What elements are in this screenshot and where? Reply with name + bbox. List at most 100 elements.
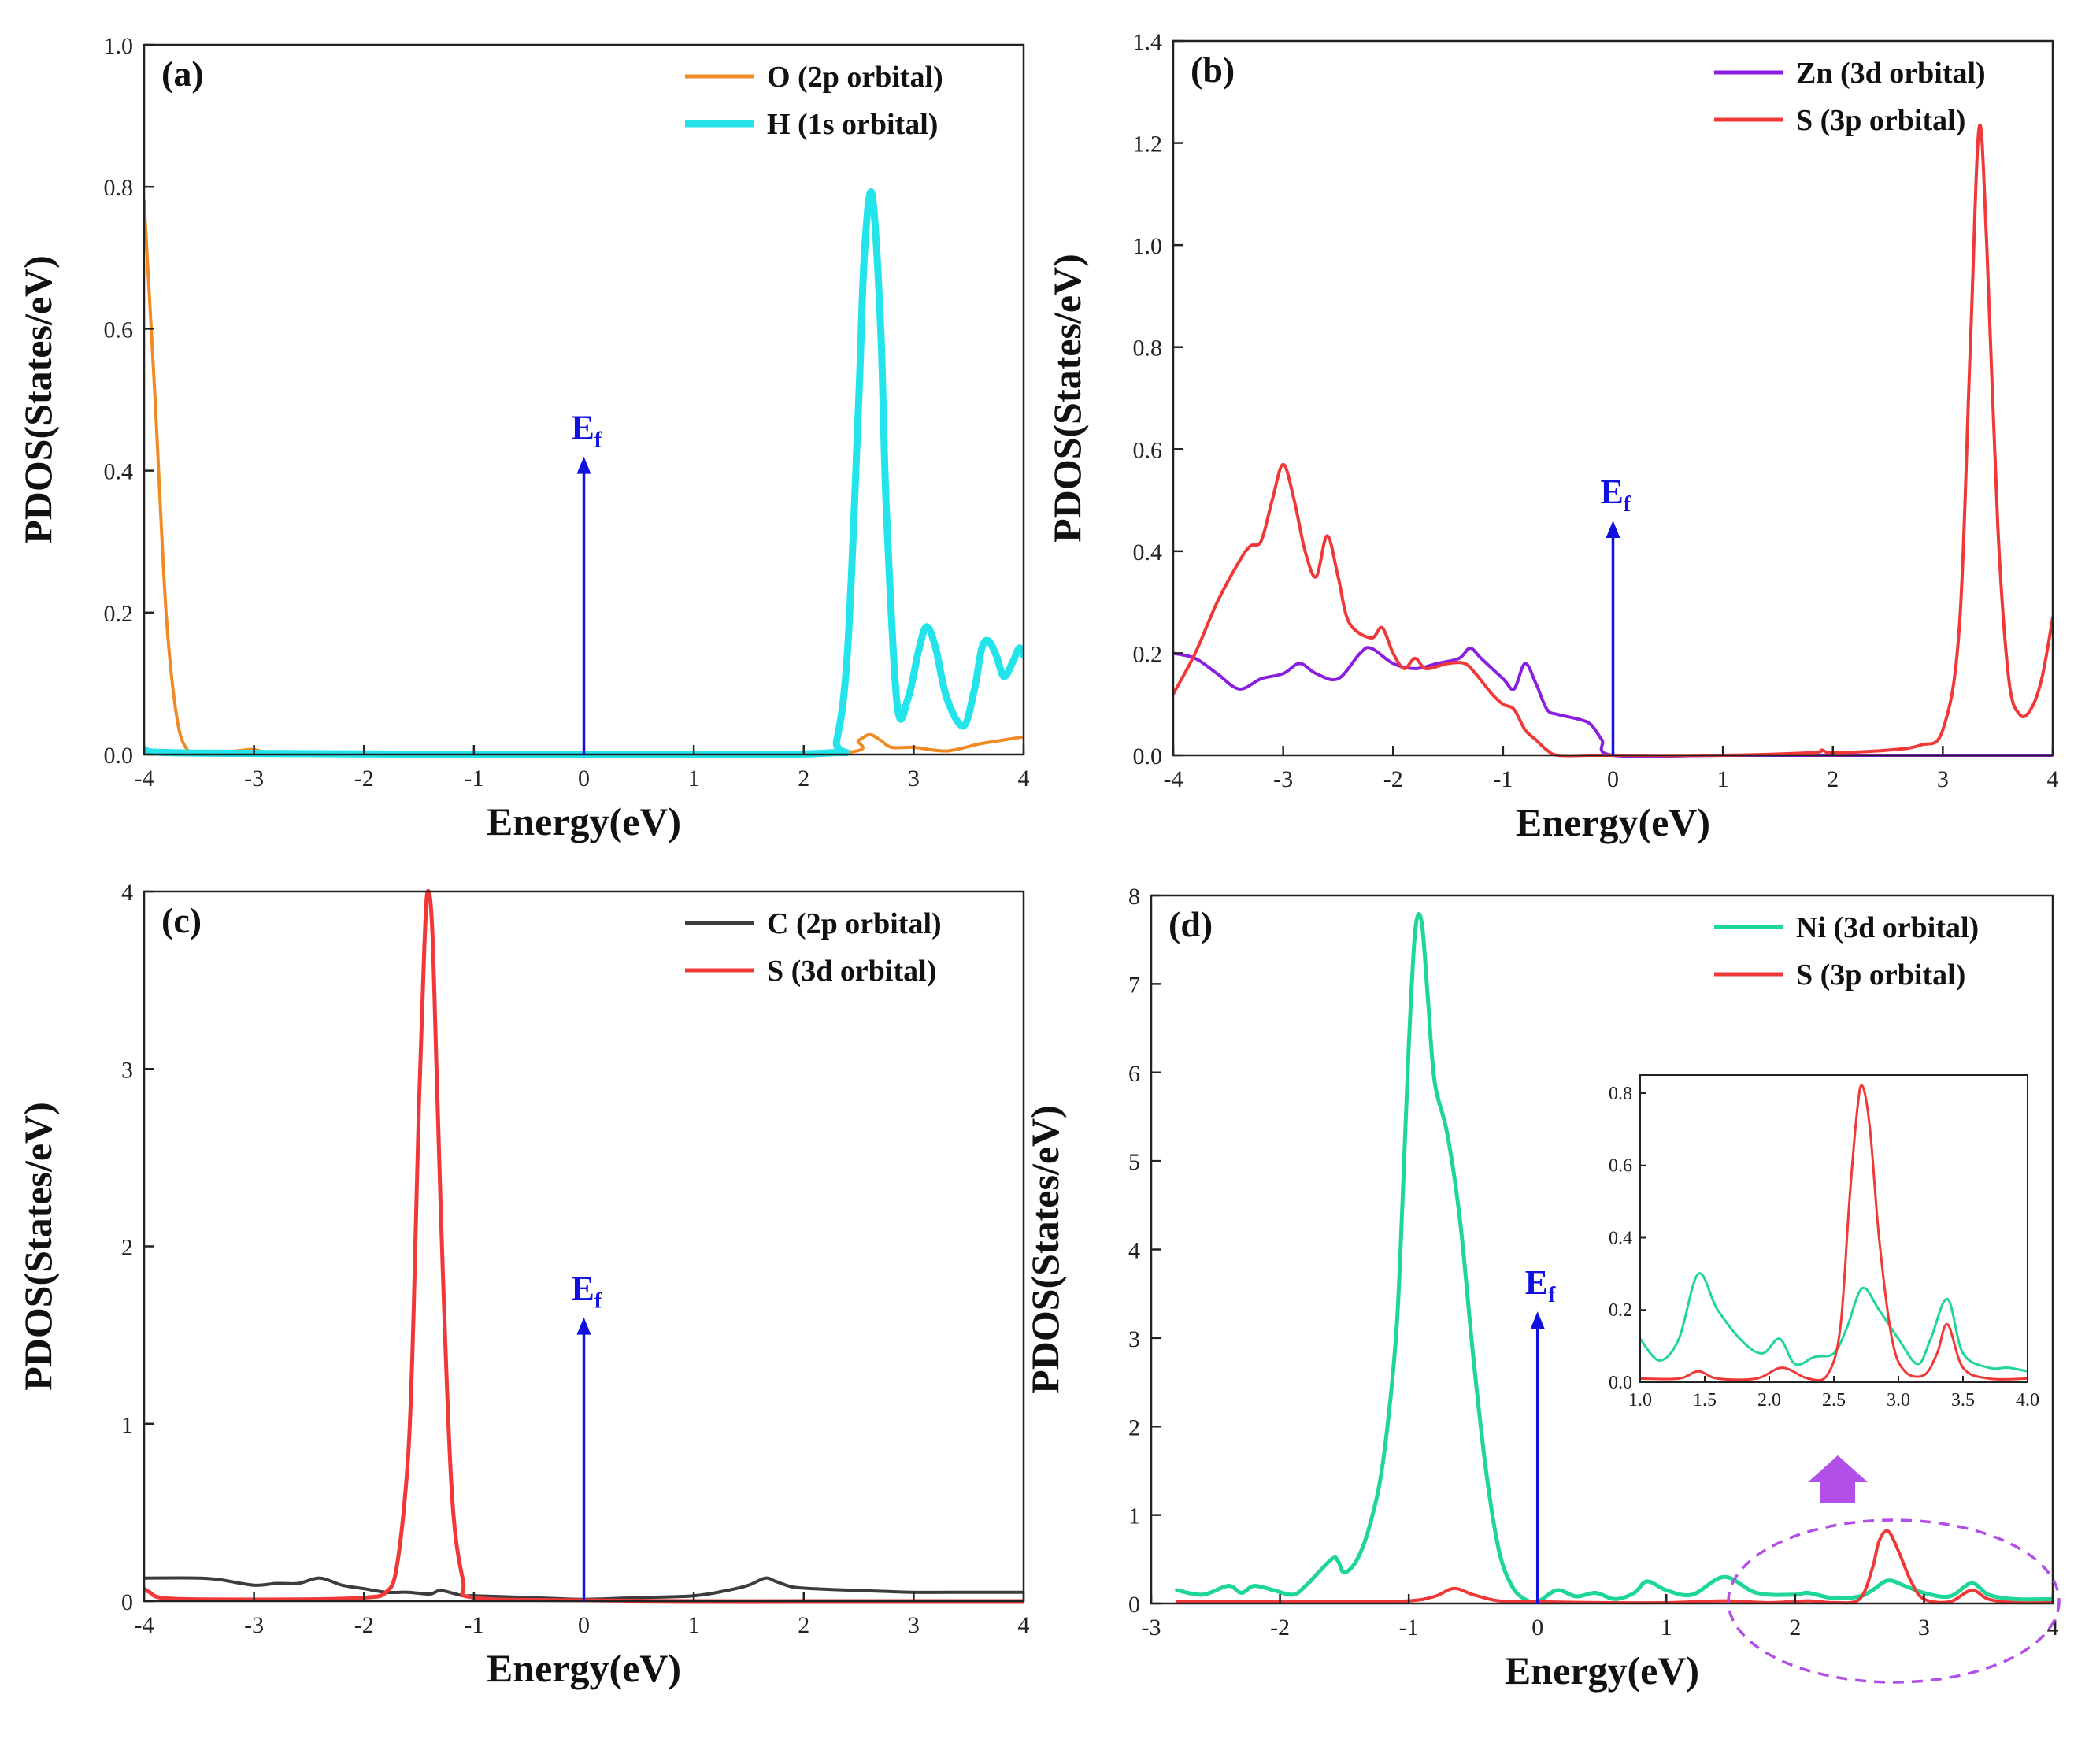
panel-d-x-tick-label: -3 [1142,1615,1161,1641]
panel-c-x-tick-label: -3 [244,1612,264,1638]
panel-a-x-tick-label: -4 [135,766,154,792]
panel-d-inset-x-tick-label: 1.5 [1693,1390,1717,1411]
panel-b-y-tick-label: 1.2 [1133,132,1163,158]
panel-a-fermi-subscript: f [594,428,602,453]
panel-c-y-tick-label: 2 [121,1235,133,1261]
panel-d-y-tick-label: 3 [1128,1326,1140,1352]
panel-d-inset-y-tick-label: 0.4 [1609,1228,1632,1248]
panel-a-y-tick-label: 1.0 [104,33,134,59]
panel-d-inset-x-tick-label: 4.0 [2016,1390,2039,1411]
panel-a-legend-label-1: H (1s orbital) [767,108,938,141]
panel-a-x-tick-label: 4 [1018,766,1030,792]
panel-d-x-tick-label: -2 [1270,1615,1290,1641]
panel-b-y-tick-label: 1.4 [1133,29,1163,55]
panel-c-legend-label-0: C (2p orbital) [767,907,942,940]
panel-c-x-tick-label: 4 [1018,1612,1030,1638]
panel-d-y-tick-label: 6 [1128,1061,1140,1087]
panel-b-y-tick-label: 0.2 [1133,641,1163,667]
panel-c-x-axis-title: Energy(eV) [487,1646,681,1690]
panel-d-fermi-subscript: f [1548,1283,1556,1307]
panel-a-y-axis-title: PDOS(States/eV) [16,255,60,544]
panel-c-x-tick-label: -1 [464,1612,483,1638]
panel-a-y-tick-label: 0.6 [104,317,134,343]
panel-d-y-tick-label: 2 [1128,1414,1140,1440]
panel-b-x-tick-label: -3 [1273,766,1293,792]
panel-b-x-tick-label: 4 [2047,766,2059,792]
panel-c-fermi-subscript: f [594,1289,602,1314]
panel-b-panel-label: (b) [1191,50,1235,90]
panel-d-legend-label-0: Ni (3d orbital) [1796,911,1979,944]
panel-d-x-tick-label: 0 [1531,1615,1543,1641]
panel-c-x-tick-label: 3 [908,1612,920,1638]
panel-a-y-tick-label: 0.4 [104,459,134,485]
panel-c-y-tick-label: 4 [121,880,133,906]
panel-a-panel-label: (a) [161,54,204,94]
panel-a-legend-label-0: O (2p orbital) [767,61,943,94]
panel-a-y-tick-label: 0.8 [104,175,134,201]
panel-a-y-tick-label: 0.2 [104,601,134,627]
panel-a-y-tick-label: 0.0 [104,743,134,769]
panel-d-x-tick-label: 3 [1918,1615,1930,1641]
panel-c-x-tick-label: 0 [578,1612,590,1638]
panel-b-y-tick-label: 0.4 [1133,539,1163,565]
panel-b-x-tick-label: 3 [1937,766,1949,792]
panel-d-inset-x-tick-label: 2.0 [1757,1390,1781,1411]
panel-a-x-tick-label: 1 [688,766,700,792]
pdos-figure: -4 -3 -2 -1 0 1 2 3 4 0.0 0.2 0.4 0.6 0.8 1.0 (a) Energy… [0,0,2100,1750]
panel-d-inset-y-tick-label: 0.6 [1609,1156,1632,1177]
panel-b-y-tick-label: 0.6 [1133,437,1163,463]
panel-b-x-tick-label: 0 [1607,766,1619,792]
panel-d-x-tick-label: -1 [1399,1615,1419,1641]
panel-d-inset-y-tick-label: 0.8 [1609,1084,1632,1104]
panel-b-x-tick-label: 2 [1827,766,1839,792]
panel-d-y-tick-label: 1 [1128,1503,1140,1529]
panel-c-y-tick-label: 0 [121,1589,133,1615]
panel-c-y-tick-label: 1 [121,1412,133,1438]
panel-d-inset-x-tick-label: 3.0 [1887,1390,1910,1411]
panel-b-y-tick-label: 0.0 [1133,743,1163,769]
panel-b-x-tick-label: -4 [1164,766,1183,792]
panel-d-y-axis-title: PDOS(States/eV) [1023,1105,1067,1394]
panel-a-x-tick-label: 0 [578,766,590,792]
panel-b-x-tick-label: 1 [1717,766,1729,792]
panel-a-x-tick-label: 2 [798,766,809,792]
panel-d-inset-y-tick-label: 0.2 [1609,1300,1632,1321]
panel-d-x-tick-label: 2 [1789,1615,1801,1641]
panel-a-x-tick-label: -3 [244,766,264,792]
panel-a-x-tick-label: -1 [464,766,483,792]
panel-b-x-axis-title: Energy(eV) [1516,800,1710,844]
panel-a-x-axis-title: Energy(eV) [487,799,681,843]
panel-c-x-tick-label: 1 [688,1612,700,1638]
panel-c-y-tick-label: 3 [121,1057,133,1083]
panel-b-fermi-subscript: f [1624,492,1631,517]
panel-d-x-tick-label: 1 [1661,1615,1672,1641]
panel-d-y-tick-label: 8 [1128,884,1140,910]
panel-d-inset-x-tick-label: 2.5 [1822,1390,1846,1411]
panel-a-x-tick-label: 3 [908,766,920,792]
panel-b-y-axis-title: PDOS(States/eV) [1045,254,1089,543]
panel-d-y-tick-label: 0 [1128,1592,1140,1618]
panel-d-y-tick-label: 4 [1128,1238,1140,1264]
panel-d-inset: 1.0 1.5 2.0 2.5 3.0 3.5 4.0 0.0 0.2 0.4 0.6 0.8 [1609,1075,2039,1411]
panel-b-x-tick-label: -1 [1493,766,1513,792]
panel-d-y-tick-label: 7 [1128,972,1140,998]
panel-c-panel-label: (c) [161,900,202,940]
panel-d-inset-y-tick-label: 0.0 [1609,1373,1632,1393]
panel-c-x-tick-label: -2 [354,1612,374,1638]
panel-d-panel-label: (d) [1169,904,1213,944]
panel-b-y-tick-label: 0.8 [1133,336,1163,361]
panel-d-inset-background [1640,1075,2028,1382]
panel-b-x-tick-label: -2 [1383,766,1403,792]
panel-a-x-tick-label: -2 [354,766,374,792]
panel-d-legend-label-1: S (3p orbital) [1796,958,1965,992]
panel-d-inset-x-tick-label: 3.5 [1951,1390,1975,1411]
panel-c-y-axis-title: PDOS(States/eV) [16,1102,60,1391]
panel-c-x-tick-label: -4 [135,1612,154,1638]
panel-c-x-tick-label: 2 [798,1612,809,1638]
zoom-arrow-shaft [1820,1481,1855,1503]
panel-b-legend-label-0: Zn (3d orbital) [1796,57,1986,90]
panel-d-y-tick-label: 5 [1128,1149,1140,1175]
panel-b-legend-label-1: S (3p orbital) [1796,104,1965,137]
panel-d-x-axis-title: Energy(eV) [1505,1648,1699,1693]
panel-c-legend-label-1: S (3d orbital) [767,955,936,988]
